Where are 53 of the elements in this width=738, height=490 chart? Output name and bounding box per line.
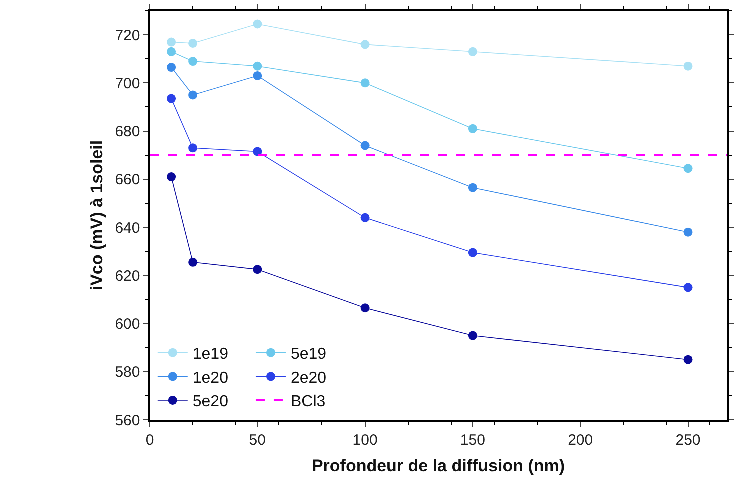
point (684, 62, 693, 71)
point (360, 141, 370, 150)
x-tick-label: 0 (146, 432, 154, 449)
point (167, 47, 176, 56)
x-tick-label: 200 (568, 432, 594, 449)
x-tick-label: 250 (676, 432, 701, 449)
point (167, 38, 176, 47)
legend-label: 5e20 (192, 394, 229, 411)
point (253, 20, 262, 29)
y-tick-label: 580 (115, 364, 140, 382)
x-tick-label: 100 (352, 432, 378, 449)
legend-label: 2e20 (290, 370, 327, 387)
point (468, 248, 478, 258)
legend-label: 1e20 (192, 370, 229, 387)
y-tick-label: 680 (115, 124, 140, 141)
y-tick-label: 600 (115, 316, 140, 334)
y-tick-label: 720 (115, 27, 140, 44)
point (360, 40, 370, 50)
y-tick-label: 640 (115, 220, 140, 237)
x-axis-title: Profondeur de la diffusion (nm) (312, 456, 566, 476)
point (468, 331, 478, 340)
point (253, 71, 262, 80)
point (253, 62, 262, 71)
point (167, 172, 176, 182)
point (360, 78, 370, 88)
point (360, 304, 370, 313)
point (188, 258, 198, 267)
point (468, 183, 478, 192)
y-axis-title: iVco (mV) à 1soleil (87, 140, 106, 291)
point (167, 94, 176, 104)
point (468, 47, 478, 56)
point (684, 164, 693, 174)
point (167, 63, 176, 72)
x-tick-label: 50 (249, 432, 266, 449)
y-tick-label: 560 (115, 412, 140, 430)
point (253, 147, 262, 156)
point (188, 144, 198, 153)
point (684, 228, 693, 237)
y-tick-label: 700 (115, 75, 140, 92)
legend-label: BCl3 (290, 394, 326, 411)
y-tick-label: 660 (115, 172, 140, 189)
point (468, 124, 478, 134)
point (253, 265, 262, 274)
y-tick-label: 620 (115, 268, 140, 285)
x-tick-label: 150 (460, 432, 486, 449)
point (188, 57, 198, 66)
legend-label: 5e19 (290, 346, 327, 364)
point (188, 90, 198, 100)
point (188, 38, 198, 48)
point (684, 283, 693, 292)
point (360, 213, 370, 222)
point (684, 355, 693, 364)
legend-label: 1e19 (192, 346, 229, 364)
